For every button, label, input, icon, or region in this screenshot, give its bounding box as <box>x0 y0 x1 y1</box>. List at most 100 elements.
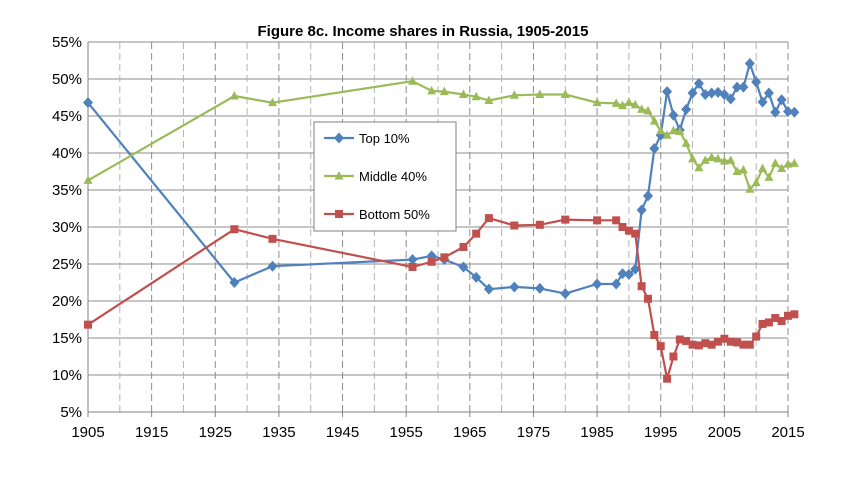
data-point <box>764 318 773 327</box>
x-tick-label: 1965 <box>453 424 486 441</box>
data-point <box>459 242 468 251</box>
data-point <box>631 229 640 238</box>
data-point <box>726 155 736 164</box>
data-point <box>770 106 781 118</box>
data-point <box>771 314 780 323</box>
data-point <box>758 163 768 173</box>
data-point <box>592 97 602 107</box>
data-point <box>611 98 621 107</box>
data-point <box>707 152 717 161</box>
data-point <box>719 89 730 101</box>
data-point <box>789 106 800 118</box>
x-tick-label: 1955 <box>389 424 422 441</box>
gridlines <box>88 41 789 413</box>
data-point <box>229 91 239 100</box>
data-point <box>636 204 647 216</box>
data-point <box>560 288 571 300</box>
y-tick-label: 20% <box>52 293 82 310</box>
data-point <box>694 162 704 172</box>
data-point <box>656 125 666 135</box>
legend-swatch-marker <box>334 132 344 144</box>
data-point <box>784 311 792 320</box>
data-point <box>618 223 627 231</box>
data-point <box>700 89 711 101</box>
data-point <box>535 89 545 99</box>
data-point <box>713 153 723 163</box>
data-point <box>458 89 468 99</box>
x-tick-label: 1985 <box>580 424 613 441</box>
legend-label: Bottom 50% <box>359 207 430 222</box>
y-tick-label: 15% <box>52 330 82 347</box>
data-point <box>643 105 653 115</box>
data-point <box>630 99 640 109</box>
y-tick-label: 25% <box>52 256 82 273</box>
data-point <box>268 97 278 107</box>
data-point <box>682 336 691 345</box>
data-point <box>471 271 482 283</box>
data-point <box>408 262 417 271</box>
data-point <box>726 337 735 346</box>
data-point <box>656 342 665 351</box>
data-point <box>776 94 787 106</box>
data-point <box>637 282 646 291</box>
data-point <box>681 138 691 147</box>
legend-swatch-marker <box>334 171 344 180</box>
data-point <box>624 97 634 107</box>
data-point <box>745 340 754 349</box>
data-point <box>733 338 742 347</box>
data-point <box>738 81 749 93</box>
data-point <box>777 163 787 173</box>
data-point <box>561 215 570 224</box>
data-point <box>483 283 494 295</box>
data-point <box>758 319 767 328</box>
y-tick-label: 10% <box>52 367 82 384</box>
data-point <box>662 130 672 139</box>
data-point <box>268 234 277 243</box>
data-point <box>535 220 544 229</box>
legend-item: Bottom 50% <box>324 207 430 222</box>
data-point <box>720 334 729 343</box>
data-point <box>267 260 278 272</box>
x-tick-label: 1905 <box>71 424 104 441</box>
data-point <box>624 226 633 235</box>
data-point <box>630 263 641 275</box>
data-point <box>752 332 761 341</box>
data-point <box>745 184 755 193</box>
x-tick-label: 1995 <box>644 424 677 441</box>
data-point <box>439 86 449 96</box>
data-point <box>509 281 520 293</box>
data-point <box>744 57 755 69</box>
data-point <box>783 106 793 118</box>
data-point <box>663 374 672 383</box>
legend-item: Top 10% <box>324 131 410 146</box>
data-point <box>789 158 799 167</box>
data-point <box>471 91 481 101</box>
data-point <box>510 221 519 230</box>
x-tick-label: 1935 <box>262 424 295 441</box>
series-bottom-50- <box>84 214 799 383</box>
data-point <box>472 229 481 238</box>
y-tick-label: 5% <box>60 404 82 421</box>
data-point <box>688 153 698 163</box>
data-point <box>681 103 692 115</box>
data-point <box>84 320 92 329</box>
data-point <box>230 225 239 234</box>
data-point <box>407 254 418 266</box>
x-tick-label: 1945 <box>326 424 359 441</box>
data-point <box>611 278 622 290</box>
data-point <box>700 155 710 164</box>
data-point <box>751 76 762 88</box>
series-top-10- <box>83 57 800 300</box>
data-point <box>675 126 685 136</box>
data-point <box>701 339 710 348</box>
data-point <box>560 89 570 99</box>
data-point <box>644 294 652 303</box>
data-point <box>751 177 761 187</box>
data-point <box>706 87 717 99</box>
data-point <box>783 159 793 168</box>
series-layer <box>83 57 800 383</box>
data-point <box>427 85 437 95</box>
data-point <box>637 104 647 113</box>
data-point <box>764 172 774 181</box>
